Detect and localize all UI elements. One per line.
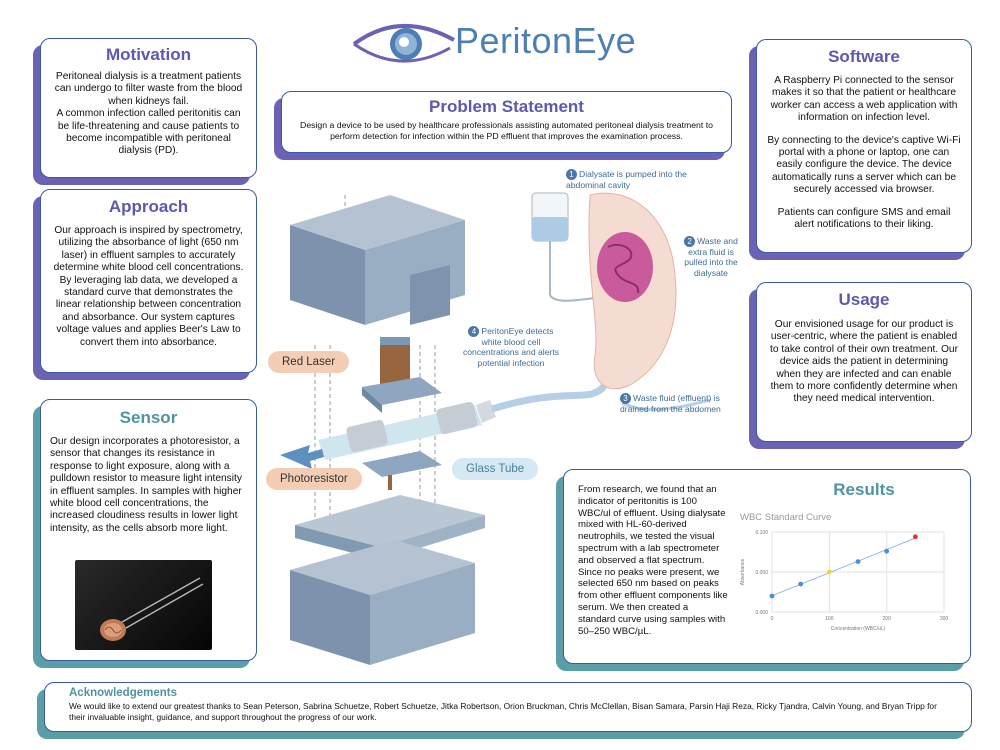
outlet-arrow-icon — [280, 445, 324, 469]
chart-data-point — [884, 548, 890, 554]
usage-title: Usage — [838, 290, 890, 309]
glass-tube-assembly — [318, 400, 496, 460]
glass-tube-label: Glass Tube — [452, 458, 539, 480]
drain-line — [621, 398, 711, 411]
approach-card: Approach Our approach is inspired by spe… — [40, 189, 257, 373]
chart-xtick-label: 0 — [771, 616, 774, 622]
results-card: From research, we found that an indicato… — [563, 469, 971, 664]
step-2-text: Waste and extra fluid is pulled into the… — [684, 236, 738, 278]
chart-data-point — [769, 593, 775, 599]
chart-ytick-label: 0.100 — [755, 530, 768, 536]
chart-data-point — [798, 581, 804, 587]
step-2-number: 2 — [684, 236, 696, 247]
chart-xaxis-label: Concentration (WBC/uL) — [831, 626, 886, 632]
motivation-paragraph-1: Peritoneal dialysis is a treatment patie… — [54, 71, 243, 107]
step-1-text: Dialysate is pumped into the abdominal c… — [566, 169, 687, 190]
sensor-card: Sensor Our design incorporates a photore… — [40, 399, 257, 661]
step-1-number: 1 — [566, 169, 577, 180]
chart-xtick-label: 200 — [882, 616, 891, 622]
chart-data-point — [912, 534, 918, 540]
problem-statement-text: Design a device to be used by healthcare… — [300, 120, 713, 141]
approach-title: Approach — [108, 197, 189, 216]
step-3: 3 Waste fluid (effluent) is drained from … — [620, 393, 738, 414]
software-paragraph-1: A Raspberry Pi connected to the sensor m… — [770, 75, 958, 124]
chart-trendline — [771, 537, 916, 597]
chart-ytick-label: 0.050 — [755, 570, 768, 576]
acknowledgements-text: We would like to extend our greatest tha… — [69, 701, 937, 722]
red-laser-label: Red Laser — [268, 351, 350, 373]
motivation-title: Motivation — [106, 45, 191, 64]
top-housing — [290, 195, 465, 325]
sensor-text: Our design incorporates a photoresistor,… — [50, 436, 242, 534]
problem-statement-card: Problem Statement Design a device to be … — [281, 91, 732, 153]
chart-ytick-label: 0.000 — [755, 610, 768, 616]
step-4: 4 PeritonEye detects white blood cell con… — [458, 326, 564, 368]
chart-xtick-label: 100 — [825, 616, 834, 622]
step-4-number: 4 — [468, 326, 480, 337]
device-diagram — [280, 192, 711, 665]
chart-data-point — [826, 569, 832, 575]
software-paragraph-3: Patients can configure SMS and email ale… — [777, 206, 951, 231]
dialysate-bag — [531, 192, 616, 302]
chart-data-point — [855, 559, 861, 564]
step-1: 1 Dialysate is pumped into the abdominal … — [566, 169, 696, 190]
bottom-housing — [290, 540, 475, 665]
step-3-text: Waste fluid (effluent) is drained from t… — [620, 393, 721, 414]
photoresistor-label: Photoresistor — [266, 468, 362, 490]
acknowledgements-card: Acknowledgements We would like to extend… — [44, 682, 972, 732]
chart-xtick-label: 300 — [940, 616, 949, 622]
results-title: Results — [833, 480, 895, 499]
chart-yaxis-label: Absorbance — [740, 558, 746, 585]
logo-title: PeritonEye — [455, 20, 637, 61]
usage-card: Usage Our envisioned usage for our produ… — [756, 282, 972, 442]
results-text: From research, we found that an indicato… — [578, 484, 728, 637]
laser-mount — [362, 337, 442, 413]
step-4-text: PeritonEye detects white blood cell conc… — [462, 326, 560, 368]
motivation-card: Motivation Peritoneal dialysis is a trea… — [40, 38, 257, 178]
chart-title: WBC Standard Curve — [740, 512, 832, 523]
acknowledgements-title: Acknowledgements — [69, 687, 177, 699]
approach-text: Our approach is inspired by spectrometry… — [53, 225, 244, 348]
step-3-number: 3 — [620, 393, 631, 404]
usage-text: Our envisioned usage for our product is … — [770, 319, 958, 405]
step-2: 2 Waste and extra fluid is pulled into th… — [678, 236, 744, 278]
motivation-paragraph-2: A common infection called peritonitis ca… — [56, 108, 241, 157]
sensor-title: Sensor — [119, 408, 178, 427]
photoresistor-image-icon — [100, 577, 204, 641]
eye-logo-icon — [352, 23, 455, 63]
abdomen-illustration — [588, 192, 677, 390]
software-title: Software — [828, 47, 900, 66]
photoresistor-photo — [75, 560, 212, 650]
photoresistor-holder — [362, 451, 442, 477]
peritoneye-logo: PeritonEye — [350, 14, 650, 70]
software-card: Software A Raspberry Pi connected to the… — [756, 39, 972, 253]
software-paragraph-2: By connecting to the device's captive Wi… — [767, 134, 961, 196]
problem-statement-title: Problem Statement — [429, 97, 584, 116]
